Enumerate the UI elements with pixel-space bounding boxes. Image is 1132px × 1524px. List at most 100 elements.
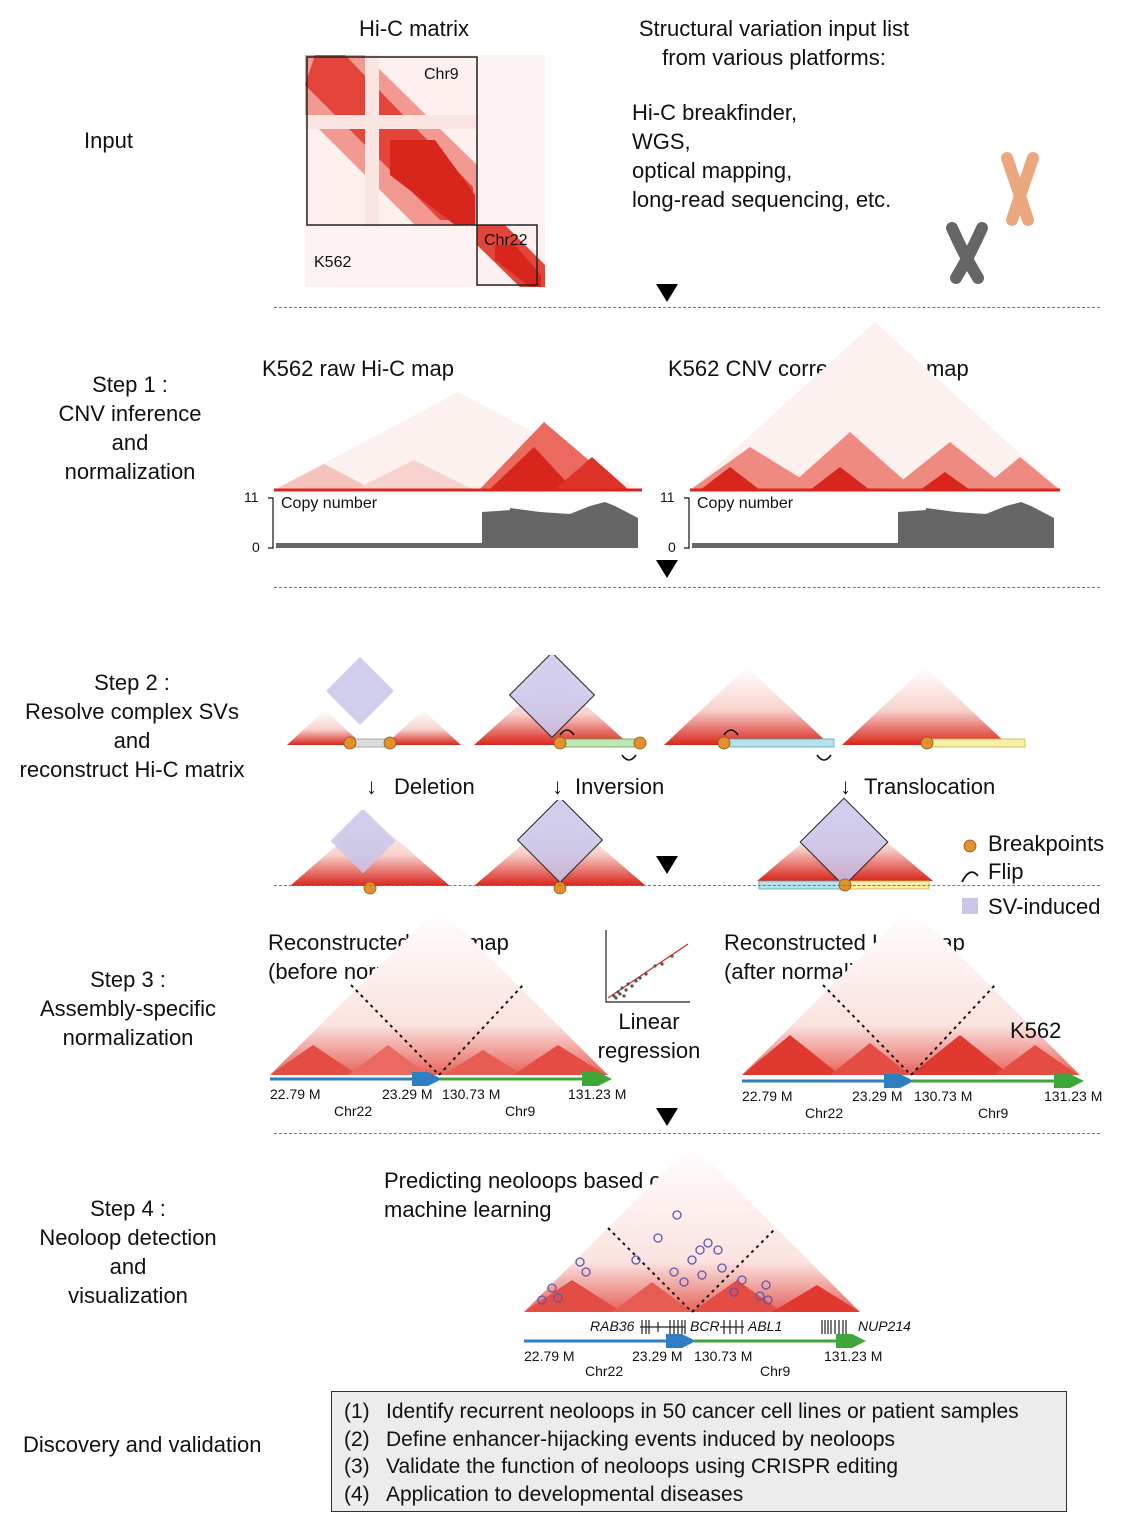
cell-line-label: K562 (314, 254, 352, 271)
neoloop-genome-axis (524, 1334, 866, 1348)
sv-source-item: Hi-C breakfinder, (632, 100, 798, 125)
after-genome-axis (742, 1074, 1084, 1088)
step1-line: normalization (64, 459, 196, 484)
flip-legend-icon (961, 871, 979, 883)
step1-line: CNV inference (58, 401, 202, 426)
step3-line: Assembly-specific (39, 996, 217, 1021)
coord-tick: 22.79 M (742, 1088, 793, 1104)
breakpoints-legend-label: Breakpoints (988, 831, 1105, 856)
discovery-list: (1) Identify recurrent neoloops in 50 ca… (331, 1391, 1067, 1512)
step3-line: Step 3 : (90, 967, 166, 992)
chr22-label: Chr22 (484, 232, 528, 249)
coord-tick: 130.73 M (914, 1088, 973, 1104)
flip-legend-label: Flip (988, 859, 1024, 884)
coord-tick: 131.23 M (1044, 1088, 1103, 1104)
deletion-label: Deletion (394, 774, 475, 799)
translocation-before-maps (664, 667, 1026, 761)
down-arrow-icon (656, 560, 678, 578)
inversion-after-map (474, 800, 646, 895)
raw-copy-number-label: Copy number (281, 495, 378, 512)
inversion-arrow-icon: ↓ (552, 774, 563, 799)
sv-title-line1: Structural variation input list (638, 16, 910, 41)
coord-tick: 130.73 M (694, 1348, 753, 1364)
step2-label: Step 2 : Resolve complex SVs and reconst… (0, 668, 264, 784)
chr22-axis-label: Chr22 (334, 1103, 373, 1119)
gene-label: RAB36 (590, 1318, 635, 1334)
coord-tick: 131.23 M (824, 1348, 883, 1364)
divider (274, 1133, 1100, 1134)
coord-tick: 22.79 M (524, 1348, 575, 1364)
sv-source-item: long-read sequencing, etc. (632, 187, 892, 212)
step2-line: reconstruct Hi-C matrix (19, 757, 245, 782)
list-item-text: Validate the function of neoloops using … (386, 1455, 899, 1478)
input-label: Input (84, 128, 133, 153)
inversion-label: Inversion (575, 774, 665, 799)
list-item-number: (3) (344, 1455, 370, 1478)
down-arrow-icon (656, 1108, 678, 1126)
sv-sources: Hi-C breakfinder, WGS, optical mapping, … (632, 98, 891, 214)
translocation-label: Translocation (864, 774, 996, 799)
step1-line: Step 1 : (92, 372, 168, 397)
corrected-copy-number-track: 11 0 (660, 489, 1054, 555)
hic-matrix-title: Hi-C matrix (359, 16, 469, 41)
step3-line: normalization (62, 1025, 194, 1050)
inversion-before-map (474, 655, 647, 761)
deletion-before-map (287, 657, 461, 750)
coord-tick: 23.29 M (382, 1086, 433, 1102)
down-arrow-icon (656, 284, 678, 302)
corrected-hic-map (690, 322, 1060, 492)
step2-line: and (113, 728, 151, 753)
sv-induced-legend-label: SV-induced (988, 894, 1101, 919)
coord-tick: 22.79 M (270, 1086, 321, 1102)
list-item: (3) Validate the function of neoloops us… (344, 1453, 1066, 1481)
gene-label: ABL1 (748, 1318, 783, 1334)
deletion-after-map (290, 810, 450, 895)
step1-line: and (111, 430, 149, 455)
coord-tick: 23.29 M (632, 1348, 683, 1364)
raw-copy-number-track: 11 0 (244, 489, 638, 555)
corrected-copy-number-label: Copy number (697, 495, 794, 512)
list-item: (4) Application to developmental disease… (344, 1481, 1066, 1509)
list-item: (1) Identify recurrent neoloops in 50 ca… (344, 1398, 1066, 1426)
step1-label: Step 1 : CNV inference and normalization (20, 370, 240, 486)
regression-plot (605, 930, 690, 1003)
list-item-text: Application to developmental diseases (386, 1482, 744, 1506)
discovery-label: Discovery and validation (23, 1432, 262, 1457)
list-item-number: (1) (344, 1400, 370, 1423)
list-item-text: Define enhancer-hijacking events induced… (386, 1427, 896, 1451)
sv-title-line2: from various platforms: (662, 45, 886, 70)
y-max-tick: 11 (244, 489, 259, 505)
coord-tick: 131.23 M (568, 1086, 627, 1102)
list-item-number: (2) (344, 1427, 370, 1451)
chr9-axis-label: Chr9 (760, 1363, 791, 1379)
step2-line: Resolve complex SVs (25, 699, 239, 724)
chr9-axis-label: Chr9 (505, 1103, 536, 1119)
neoloop-title-line: Predicting neoloops based on (384, 1168, 674, 1193)
before-norm-map (270, 907, 608, 1076)
after-norm-cell-label: K562 (1010, 1018, 1062, 1043)
coord-tick: 130.73 M (442, 1086, 501, 1102)
step4-line: Step 4 : (90, 1196, 166, 1221)
regression-label-line: regression (597, 1038, 701, 1063)
step2-line: Step 2 : (94, 670, 170, 695)
neoloop-title-line: machine learning (384, 1197, 552, 1222)
step4-line: visualization (68, 1283, 188, 1308)
list-item-number: (4) (344, 1482, 370, 1506)
step4-label: Step 4 : Neoloop detection and visualiza… (20, 1194, 236, 1310)
list-item: (2) Define enhancer-hijacking events ind… (344, 1426, 1066, 1454)
regression-label-line: Linear (618, 1009, 680, 1034)
gene-label: NUP214 (858, 1318, 911, 1334)
deletion-arrow-icon: ↓ (366, 774, 377, 799)
neoloop-map (524, 1144, 860, 1313)
step3-label: Step 3 : Assembly-specific normalization (20, 965, 236, 1052)
chr9-axis-label: Chr9 (978, 1105, 1009, 1121)
chromosome-icon (946, 152, 1039, 284)
coord-tick: 23.29 M (852, 1088, 903, 1104)
regression-label: Linear regression (588, 1007, 710, 1065)
sv-title: Structural variation input list from var… (614, 14, 934, 72)
sv-source-item: WGS, (632, 129, 691, 154)
hic-matrix (305, 55, 545, 287)
gene-label: BCR (690, 1318, 720, 1334)
raw-hic-map (274, 392, 642, 492)
chr22-axis-label: Chr22 (585, 1363, 624, 1379)
